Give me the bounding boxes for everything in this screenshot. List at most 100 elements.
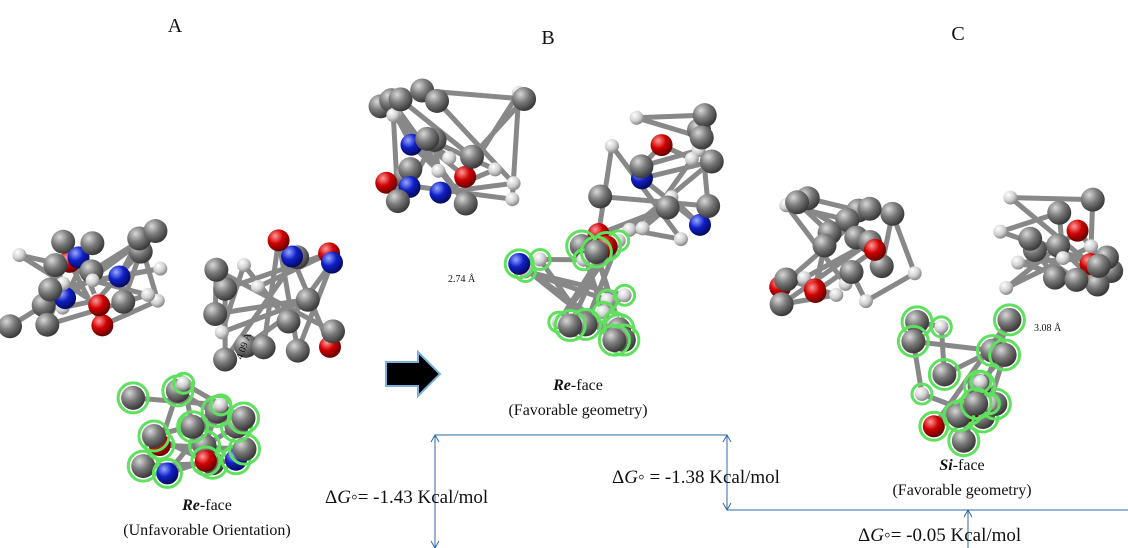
energy-text: ◦ = -1.38 Kcal/mol	[638, 467, 780, 488]
caption: (Favorable geometry)	[508, 402, 647, 419]
atom	[880, 202, 904, 226]
atom	[442, 151, 456, 165]
face-suffix: -face	[571, 377, 603, 394]
atom	[908, 266, 922, 280]
face-label: Re-face	[552, 377, 603, 394]
panel-label: C	[951, 23, 964, 45]
face-label: Si-face	[939, 457, 984, 474]
atom	[932, 362, 956, 386]
energy-text: ◦= -1.43 Kcal/mol	[351, 487, 488, 508]
atom	[1084, 239, 1098, 253]
atom	[952, 429, 976, 453]
atom	[142, 424, 166, 448]
figure: A B C Re-face (Unfavorable Orientation) …	[0, 0, 1128, 548]
energy-label: ΔG◦ = -1.38 Kcal/mol	[612, 467, 780, 488]
atom	[143, 219, 167, 243]
atom	[636, 221, 650, 235]
atom	[430, 182, 452, 204]
atom	[829, 288, 843, 302]
face: Si	[939, 457, 953, 474]
atom	[268, 229, 290, 251]
atom	[454, 191, 478, 215]
atom	[588, 184, 612, 208]
atom	[296, 288, 320, 312]
atom	[321, 319, 345, 343]
bond	[866, 273, 915, 301]
atom	[214, 398, 228, 412]
delta: Δ	[612, 467, 624, 488]
panel-label: B	[541, 27, 554, 49]
atom	[38, 278, 62, 302]
atom	[915, 387, 929, 401]
atom	[770, 292, 794, 316]
atom	[12, 248, 26, 262]
atom	[43, 253, 67, 277]
distance: 3.08 Å	[1034, 322, 1062, 334]
atom	[431, 164, 445, 178]
panel-label: A	[168, 15, 183, 37]
atom	[204, 258, 228, 282]
atom	[203, 302, 227, 326]
atom	[505, 192, 519, 206]
atom	[141, 288, 155, 302]
atom	[1056, 251, 1070, 265]
atom	[859, 294, 873, 308]
atom	[507, 176, 521, 190]
atom	[0, 314, 22, 338]
atom	[1087, 254, 1111, 278]
atom	[153, 262, 167, 276]
atom	[774, 267, 798, 291]
molecule-models	[0, 78, 1123, 487]
atom	[690, 125, 714, 149]
atom	[993, 343, 1017, 367]
atom	[923, 415, 945, 437]
atom	[213, 348, 237, 372]
atom	[460, 145, 484, 169]
atom	[651, 134, 673, 156]
atom	[864, 239, 886, 261]
atom	[934, 320, 948, 334]
atom	[425, 89, 449, 113]
atom	[656, 195, 680, 219]
atom	[231, 406, 255, 430]
atom	[321, 252, 343, 274]
atom	[674, 232, 688, 246]
atom	[901, 329, 925, 353]
atom	[1018, 227, 1042, 251]
atom	[1003, 191, 1017, 205]
atom	[121, 386, 145, 410]
atom	[629, 154, 653, 178]
atom	[156, 462, 178, 484]
atom	[1067, 220, 1089, 242]
atom	[80, 231, 104, 255]
atom	[693, 103, 717, 127]
atom	[415, 127, 439, 151]
atom	[251, 280, 265, 294]
atom	[1047, 201, 1071, 225]
energy-text: ◦= -0.05 Kcal/mol	[884, 525, 1021, 546]
atom	[111, 290, 135, 314]
atom	[1011, 256, 1025, 270]
atom	[964, 392, 988, 416]
caption: (Favorable geometry)	[892, 482, 1031, 499]
atom	[276, 310, 300, 334]
delta: Δ	[858, 525, 870, 546]
atom	[181, 415, 205, 439]
face-suffix: -face	[953, 457, 985, 474]
atom	[533, 253, 547, 267]
symbol: G	[337, 487, 351, 508]
atom	[813, 234, 837, 258]
symbol: G	[870, 525, 884, 546]
face-label: Re-face	[181, 497, 232, 514]
atom	[215, 325, 229, 339]
atom	[389, 87, 413, 111]
atom	[237, 258, 251, 272]
symbol: G	[624, 467, 638, 488]
atom	[785, 190, 809, 214]
atom	[605, 139, 619, 153]
distance: 2.74 Å	[448, 273, 476, 285]
atom	[386, 189, 410, 213]
atom	[840, 260, 864, 284]
atom	[488, 162, 502, 176]
atom	[1043, 266, 1067, 290]
